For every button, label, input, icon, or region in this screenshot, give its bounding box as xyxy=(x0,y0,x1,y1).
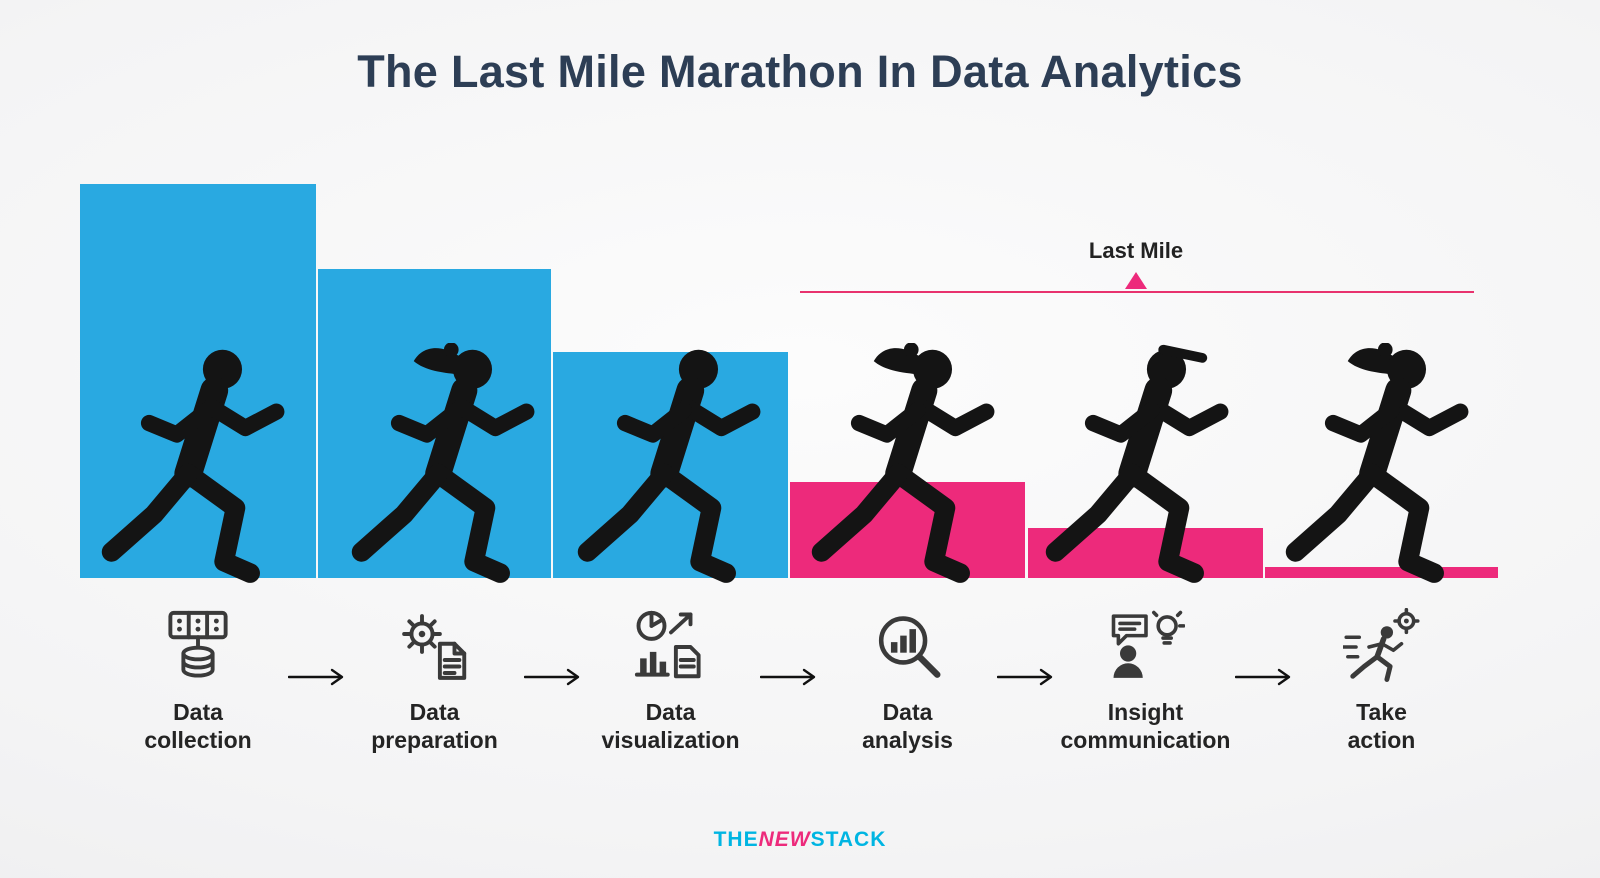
stage-label: Data analysis xyxy=(862,699,953,754)
bar-data-analysis xyxy=(790,482,1025,578)
flow-arrow-icon xyxy=(1234,668,1293,686)
runner-silhouette-icon xyxy=(92,343,304,588)
flow-arrow-icon xyxy=(287,668,346,686)
stage-label: Take action xyxy=(1347,699,1416,754)
bar-data-collection xyxy=(80,184,316,578)
brand-segment: NEW xyxy=(758,828,811,851)
runner-silhouette-icon xyxy=(342,343,554,588)
insight-communication-icon xyxy=(1028,604,1263,690)
data-preparation-icon xyxy=(318,604,551,690)
runner-silhouette-icon xyxy=(1276,343,1488,588)
stage-label: Insight communication xyxy=(1060,699,1231,754)
stage-data-visualization: Data visualization xyxy=(553,604,788,754)
runner-silhouette-icon xyxy=(802,343,1014,588)
take-action-icon xyxy=(1265,604,1498,690)
stage-data-preparation: Data preparation xyxy=(318,604,551,754)
stage-insight-communication: Insight communication xyxy=(1028,604,1263,754)
stage-label: Data visualization xyxy=(601,699,740,754)
data-visualization-icon xyxy=(553,604,788,690)
flow-arrow-icon xyxy=(523,668,582,686)
stage-data-analysis: Data analysis xyxy=(790,604,1025,754)
stage-data-collection: Data collection xyxy=(80,604,316,754)
page-title: The Last Mile Marathon In Data Analytics xyxy=(357,46,1243,97)
stage-label: Data preparation xyxy=(371,699,498,754)
flow-arrow-icon xyxy=(759,668,818,686)
last-mile-marker-icon xyxy=(1125,272,1147,289)
last-mile-line xyxy=(800,291,1474,293)
bar-take-action xyxy=(1265,567,1498,578)
brand-segment: STACK xyxy=(810,828,887,851)
stage-take-action: Take action xyxy=(1265,604,1498,754)
runner-silhouette-icon xyxy=(1036,343,1248,588)
bar-chart xyxy=(80,182,1498,578)
flow-arrow-icon xyxy=(996,668,1055,686)
data-collection-icon xyxy=(80,604,316,690)
brand-segment: THE xyxy=(713,828,759,851)
stage-row: Data collection xyxy=(80,604,1498,794)
data-analysis-icon xyxy=(790,604,1025,690)
last-mile-label: Last Mile xyxy=(1088,238,1184,263)
stage-label: Data collection xyxy=(144,699,252,754)
brand-logo: THENEWSTACK xyxy=(0,828,1600,852)
runner-silhouette-icon xyxy=(568,343,780,588)
